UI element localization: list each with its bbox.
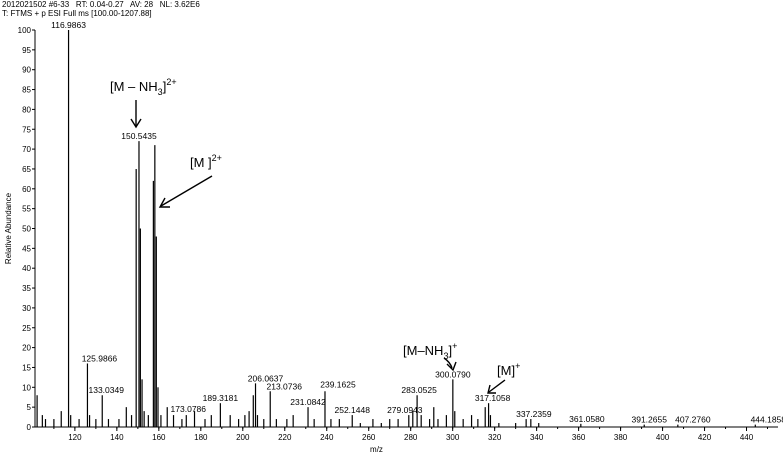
annotation-m-plus-text: [M]+: [497, 361, 520, 378]
x-tick-label: 360: [572, 433, 586, 442]
peak-label: 361.0580: [569, 414, 605, 424]
annotation-m-2plus: [M ]2+: [158, 153, 222, 208]
annotation-m-nh3-plus-text: [M–NH3]+: [403, 341, 457, 361]
y-tick-label: 45: [22, 244, 31, 253]
y-tick-label: 70: [22, 145, 31, 154]
x-tick-label: 200: [236, 433, 250, 442]
peak-label: 133.0349: [89, 385, 125, 395]
x-tick-label: 120: [68, 433, 82, 442]
spectrum-header-line2: T: FTMS + p ESI Full ms [100.00-1207.88]: [2, 9, 152, 18]
y-tick-label: 10: [22, 383, 31, 392]
x-tick-label: 420: [698, 433, 712, 442]
y-tick-label: 90: [22, 66, 31, 75]
annotation-arrow-2: [158, 175, 213, 208]
y-tick-label: 5: [27, 403, 32, 412]
annotation-m-2plus-text: [M ]2+: [190, 153, 222, 170]
peak-label: 279.0943: [387, 405, 423, 415]
y-tick-label: 100: [18, 26, 32, 35]
peak-label: 213.0736: [267, 381, 303, 391]
spectrum-header-line1: 2012021502 #6-33 RT: 0.04-0.27 AV: 28 NL…: [2, 0, 200, 9]
y-tick-label: 65: [22, 165, 31, 174]
peak-label: 173.0786: [171, 404, 207, 414]
x-tick-label: 380: [614, 433, 628, 442]
peak-label: 239.1625: [320, 379, 356, 389]
peak-label: 125.9866: [82, 353, 118, 363]
x-tick-label: 340: [530, 433, 544, 442]
peak-label: 300.0790: [435, 369, 471, 379]
x-tick-label: 320: [488, 433, 502, 442]
x-axis-label: m/z: [370, 445, 383, 454]
annotation-m-plus: [M]+: [487, 361, 520, 394]
y-tick-label: 95: [22, 46, 31, 55]
annotation-m-nh3-2plus-text: [M – NH3]2+: [110, 77, 177, 97]
y-axis-ticks: 0 5 10 15 20 25 30 35 40 45 50 55 60 65 70 75 80 85 90 95 10…: [18, 26, 35, 432]
y-tick-label: 15: [22, 363, 31, 372]
peak-label: 444.1858: [751, 415, 783, 425]
x-tick-label: 160: [152, 433, 166, 442]
x-tick-label: 220: [278, 433, 292, 442]
annotation-arrow-4: [487, 379, 506, 394]
y-tick-label: 30: [22, 304, 31, 313]
peak-label: 116.9863: [51, 20, 86, 30]
peak-label: 252.1448: [335, 405, 371, 415]
x-tick-label: 440: [740, 433, 754, 442]
axes: [34, 30, 778, 428]
x-tick-label: 300: [446, 433, 460, 442]
y-tick-label: 85: [22, 86, 31, 95]
annotation-arrow-1: [130, 100, 142, 129]
peak-labels: 116.9863 150.5435 125.9866 133.0349 173.0786…: [51, 20, 783, 425]
x-axis-ticks: 120 140 160 180 200 220 240 260 280 300 320 340 360 3…: [53, 427, 769, 442]
peak-label: 407.2760: [675, 415, 711, 425]
peak-label: 150.5435: [121, 131, 157, 141]
y-tick-label: 80: [22, 105, 31, 114]
peak-label: 231.0842: [290, 397, 326, 407]
y-tick-label: 75: [22, 125, 31, 134]
y-tick-label: 40: [22, 264, 31, 273]
x-tick-label: 140: [110, 433, 124, 442]
peak-label: 206.0637: [248, 373, 284, 383]
x-tick-label: 240: [320, 433, 334, 442]
y-tick-label: 50: [22, 225, 31, 234]
x-tick-label: 400: [656, 433, 670, 442]
annotation-arrow-3: [443, 357, 457, 372]
peak-label: 283.0525: [401, 385, 437, 395]
spectrum-peaks: [36, 30, 756, 427]
peak-label: 391.2655: [632, 415, 668, 425]
annotation-m-nh3-2plus: [M – NH3]2+: [110, 77, 177, 129]
peak-label: 317.1058: [475, 393, 511, 403]
y-axis-label: Relative Abundance: [4, 192, 13, 264]
y-tick-label: 0: [27, 423, 32, 432]
y-tick-label: 55: [22, 205, 31, 214]
y-tick-label: 60: [22, 185, 31, 194]
annotation-m-nh3-plus: [M–NH3]+: [403, 341, 457, 372]
x-tick-label: 180: [194, 433, 208, 442]
x-tick-label: 260: [362, 433, 376, 442]
x-tick-label: 280: [404, 433, 418, 442]
y-tick-label: 20: [22, 344, 31, 353]
peak-label: 337.2359: [516, 409, 552, 419]
y-tick-label: 35: [22, 284, 31, 293]
peak-label: 189.3181: [203, 393, 239, 403]
y-tick-label: 25: [22, 324, 31, 333]
